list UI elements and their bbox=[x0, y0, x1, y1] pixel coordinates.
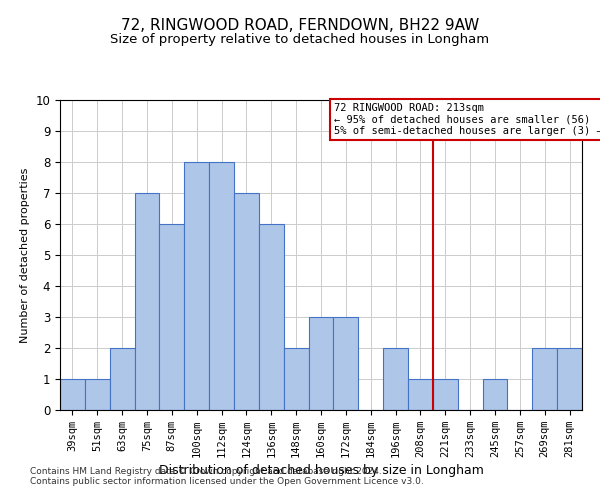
Bar bbox=[259, 224, 284, 410]
Bar bbox=[184, 162, 209, 410]
Bar bbox=[408, 379, 433, 410]
Text: Contains public sector information licensed under the Open Government Licence v3: Contains public sector information licen… bbox=[30, 478, 424, 486]
Bar bbox=[85, 379, 110, 410]
Bar bbox=[308, 317, 334, 410]
Y-axis label: Number of detached properties: Number of detached properties bbox=[20, 168, 30, 342]
Bar bbox=[334, 317, 358, 410]
Text: 72 RINGWOOD ROAD: 213sqm
← 95% of detached houses are smaller (56)
5% of semi-de: 72 RINGWOOD ROAD: 213sqm ← 95% of detach… bbox=[334, 103, 600, 136]
Bar bbox=[284, 348, 308, 410]
Bar bbox=[209, 162, 234, 410]
Text: Contains HM Land Registry data © Crown copyright and database right 2024.: Contains HM Land Registry data © Crown c… bbox=[30, 468, 382, 476]
X-axis label: Distribution of detached houses by size in Longham: Distribution of detached houses by size … bbox=[158, 464, 484, 477]
Text: Size of property relative to detached houses in Longham: Size of property relative to detached ho… bbox=[110, 32, 490, 46]
Bar bbox=[234, 193, 259, 410]
Bar bbox=[433, 379, 458, 410]
Bar bbox=[482, 379, 508, 410]
Bar bbox=[557, 348, 582, 410]
Bar bbox=[532, 348, 557, 410]
Bar bbox=[134, 193, 160, 410]
Bar bbox=[60, 379, 85, 410]
Bar bbox=[110, 348, 134, 410]
Bar bbox=[383, 348, 408, 410]
Bar bbox=[160, 224, 184, 410]
Text: 72, RINGWOOD ROAD, FERNDOWN, BH22 9AW: 72, RINGWOOD ROAD, FERNDOWN, BH22 9AW bbox=[121, 18, 479, 32]
